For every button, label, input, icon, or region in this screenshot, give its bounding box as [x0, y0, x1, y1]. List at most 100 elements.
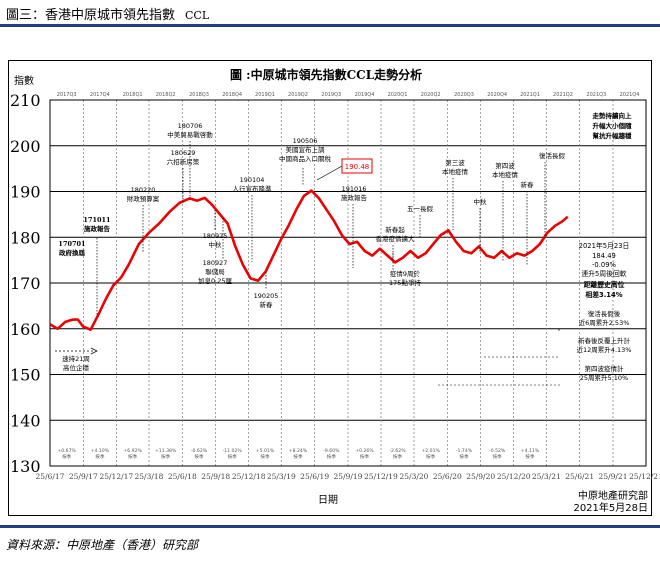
- period-comment: 近6周累升2.53%: [579, 318, 630, 327]
- x-tick-label: 25/3/21: [532, 472, 561, 481]
- quarter-change-note: 按季: [228, 453, 238, 460]
- quarter-change-label: -9.60%: [323, 448, 340, 454]
- latest-comment: -0.09%: [592, 261, 617, 269]
- annotation-label: 香港疫情擴大: [376, 234, 416, 243]
- quarter-label: 2021Q3: [586, 92, 606, 98]
- x-tick-label: 25/12/18: [232, 472, 266, 481]
- x-tick-label: 25/9/17: [69, 472, 98, 481]
- period-comment: 第四波疫情計: [585, 364, 625, 373]
- annotation-label: 新春: [521, 180, 535, 189]
- quarter-change-label: -2.62%: [389, 448, 406, 454]
- quarter-change-note: 按季: [393, 453, 403, 460]
- period-comment: 25周累升5.10%: [580, 373, 628, 382]
- annotation-label: 六招新房策: [167, 157, 200, 166]
- quarter-change-label: +0.26%: [355, 448, 374, 454]
- quarter-label: 2019Q3: [321, 92, 341, 98]
- peak-value-label: 190.48: [345, 163, 370, 171]
- annotation-label: 180220: [131, 186, 156, 194]
- quarter-change-note: 按季: [161, 453, 171, 460]
- quarter-change-note: 按季: [360, 453, 370, 460]
- period-comment: 復活長假後: [588, 309, 621, 318]
- quarter-change-note: 按季: [194, 453, 204, 460]
- quarter-label: 2019Q1: [255, 92, 275, 98]
- annotation-label: 人行宣布降準: [233, 184, 273, 193]
- x-tick-label: 25/9/20: [466, 472, 495, 481]
- quarter-change-label: +4.11%: [521, 448, 540, 454]
- annotation-label: 疫情9周於: [390, 269, 421, 278]
- latest-comment: 距離歷史高位: [584, 280, 625, 289]
- x-axis-label: 日期: [318, 495, 338, 506]
- annotation-label: 施政報告: [341, 193, 368, 202]
- annotation-label: 第四波: [495, 161, 515, 170]
- annotation-label: 本地疫情: [492, 170, 519, 179]
- bracket-arrow: [90, 347, 98, 355]
- quarter-label: 2019Q2: [288, 92, 308, 98]
- quarter-change-note: 按季: [459, 453, 469, 460]
- y-tick-label: 210: [10, 91, 41, 110]
- annotation-label: 180927: [203, 259, 228, 267]
- top-rule: [0, 24, 660, 27]
- quarter-change-label: -11.02%: [223, 448, 243, 454]
- annotation-label: 中秋: [209, 240, 223, 249]
- quarter-change-label: -1.74%: [456, 448, 473, 454]
- y-tick-label: 140: [10, 411, 41, 430]
- quarter-change-note: 按季: [493, 453, 503, 460]
- x-tick-label: 25/9/18: [201, 472, 230, 481]
- annotation-label: 加息0.25厘: [198, 276, 232, 285]
- quarter-change-note: 按季: [128, 453, 138, 460]
- trend-comment: 走勢持續向上: [592, 111, 633, 120]
- quarter-label: 2020Q3: [454, 92, 474, 98]
- quarter-change-label: +6.92%: [123, 448, 142, 454]
- quarter-label: 2017Q3: [57, 92, 77, 98]
- annotation-label: 中秋: [474, 197, 488, 206]
- annotation-label: 171011: [83, 216, 110, 224]
- quarter-change-label: +8.24%: [289, 448, 308, 454]
- footer-org: 中原地產研究部 2021年5月28日: [573, 491, 648, 515]
- trend-comment: 升幅大小個隨: [593, 121, 633, 130]
- ccl-series-line: [49, 189, 569, 332]
- footer-org-name: 中原地產研究部: [578, 491, 648, 502]
- annotation-label: 復活長假: [539, 151, 566, 160]
- quarter-change-note: 按季: [426, 453, 436, 460]
- annotation-label: 施政報告: [84, 224, 111, 233]
- latest-comment: 連升5周後回軟: [581, 269, 626, 278]
- x-tick-label: 25/12/21: [629, 472, 660, 481]
- quarter-change-note: 按季: [260, 453, 270, 460]
- y-tick-label: 200: [10, 137, 41, 156]
- quarter-change-note: 按季: [95, 453, 105, 460]
- y-tick-label: 190: [10, 183, 41, 202]
- figure-caption: 圖三：香港中原城市領先指數 CCL: [6, 4, 209, 23]
- annotation-label: 五一長假: [407, 204, 434, 213]
- peak-value-leader: [316, 165, 343, 181]
- annotation-label: 180925: [203, 232, 228, 240]
- quarter-label: 2018Q2: [156, 92, 176, 98]
- annotation-label: 190104: [240, 176, 265, 184]
- figure-caption-sub: CCL: [185, 9, 210, 22]
- chart-title: 圖 :中原城市領先指數CCL走勢分析: [230, 68, 423, 82]
- quarter-change-label: +2.01%: [421, 448, 440, 454]
- latest-comment: 2021年5月23日: [579, 241, 630, 250]
- annotation-label: 新春: [260, 300, 274, 309]
- annotation-label: 191016: [342, 185, 367, 193]
- quarter-label: 2018Q3: [189, 92, 209, 98]
- y-tick-label: 170: [10, 274, 41, 293]
- annotation-label: 中美貿易戰啓動: [167, 130, 213, 139]
- bottom-rule: [0, 525, 660, 528]
- x-tick-label: 25/9/19: [334, 472, 363, 481]
- annotation-label: 政府換屆: [59, 248, 85, 257]
- x-tick-label: 25/6/18: [168, 472, 197, 481]
- x-tick-label: 25/6/19: [300, 472, 329, 481]
- bracket-label: 速持21周: [62, 354, 90, 363]
- quarter-change-label: +5.01%: [256, 448, 275, 454]
- annotation-label: 聯儲局: [205, 267, 225, 276]
- y-tick-label: 160: [10, 320, 41, 339]
- x-tick-label: 25/3/20: [400, 472, 429, 481]
- quarter-change-label: +11.38%: [155, 448, 177, 454]
- quarter-label: 2018Q1: [123, 92, 143, 98]
- annotation-label: 本地疫情: [442, 167, 469, 176]
- trend-comment: 幫抗升幅趨穩: [593, 131, 633, 140]
- annotation-label: 中國商品入口關稅: [279, 154, 332, 163]
- x-tick-label: 25/12/17: [99, 472, 133, 481]
- quarter-label: 2021Q2: [553, 92, 573, 98]
